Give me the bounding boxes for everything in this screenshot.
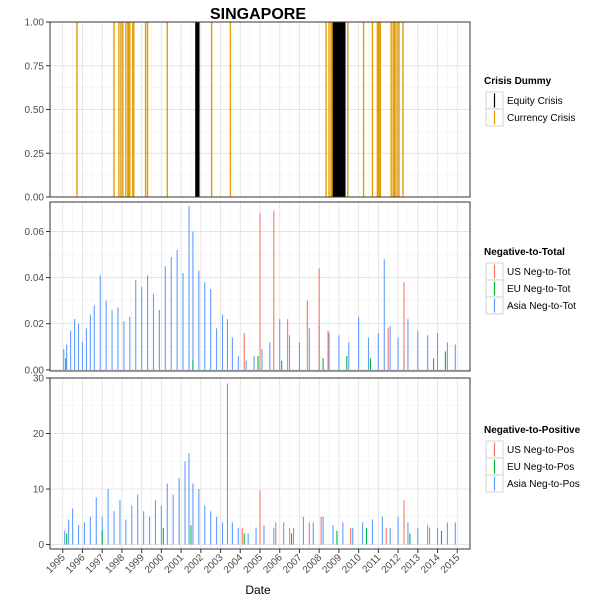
y-tick-label: 0.00 (25, 193, 45, 204)
y-tick-label: 20 (33, 429, 45, 440)
y-tick-label: 0.00 (25, 365, 45, 376)
panel-1: 0.00 0.25 0.50 0.75 1.00 (25, 18, 471, 204)
y-tick-label: 10 (33, 485, 45, 496)
legend-panel-2: Negative-to-Total US Neg-to-Tot EU Neg-to-… (484, 247, 576, 315)
legend-label: US Neg-to-Pos (507, 445, 574, 456)
chart-title: SINGAPORE (210, 6, 306, 23)
legend-title: Negative-to-Positive (484, 425, 581, 436)
y-tick-label: 1.00 (25, 18, 45, 29)
legend-label: EU Neg-to-Tot (507, 284, 571, 295)
y-tick-label: 30 (33, 374, 45, 385)
series-equity-crisis (195, 22, 346, 197)
y-tick-label: 0.75 (25, 61, 45, 72)
y-tick-label: 0.50 (25, 105, 45, 116)
panel-border (49, 201, 471, 372)
y-tick-label: 0.02 (25, 319, 45, 330)
series-asia-neg-to-pos (64, 383, 456, 545)
legend-label: Currency Crisis (507, 113, 575, 124)
series-eu-neg-to-pos (66, 525, 443, 545)
legend-title: Crisis Dummy (484, 76, 552, 87)
y-tick-label: 0 (38, 540, 44, 551)
x-axis-title: Date (245, 583, 271, 597)
legend-panel-3: Negative-to-Positive US Neg-to-Pos EU Neg-… (484, 425, 581, 493)
series-us-neg-to-pos (241, 490, 431, 545)
legend-panel-1: Crisis Dummy Equity Crisis Currency Crisis (484, 76, 575, 127)
panel-2: 0.00 0.02 0.04 0.06 (25, 201, 471, 376)
legends: Crisis Dummy Equity Crisis Currency Crisis… (484, 76, 581, 493)
series-currency-crisis (76, 22, 404, 197)
legend-label: Equity Crisis (507, 96, 563, 107)
panel-3: 0 10 20 30 (33, 374, 471, 551)
panels-layer: 0.00 0.25 0.50 0.75 1.00 0.00 0.02 0.04 0.06 0 10 2… (25, 18, 471, 551)
y-tick-label: 0.06 (25, 227, 45, 238)
legend-label: US Neg-to-Tot (507, 267, 571, 278)
legend-title: Negative-to-Total (484, 247, 565, 258)
series-us-neg-to-tot (243, 210, 405, 370)
y-tick-label: 0.04 (25, 273, 45, 284)
legend-label: Asia Neg-to-Pos (507, 479, 580, 490)
legend-label: EU Neg-to-Pos (507, 462, 574, 473)
legend-label: Asia Neg-to-Tot (507, 301, 576, 312)
series-asia-neg-to-tot (63, 206, 456, 370)
y-tick-label: 0.25 (25, 149, 45, 160)
